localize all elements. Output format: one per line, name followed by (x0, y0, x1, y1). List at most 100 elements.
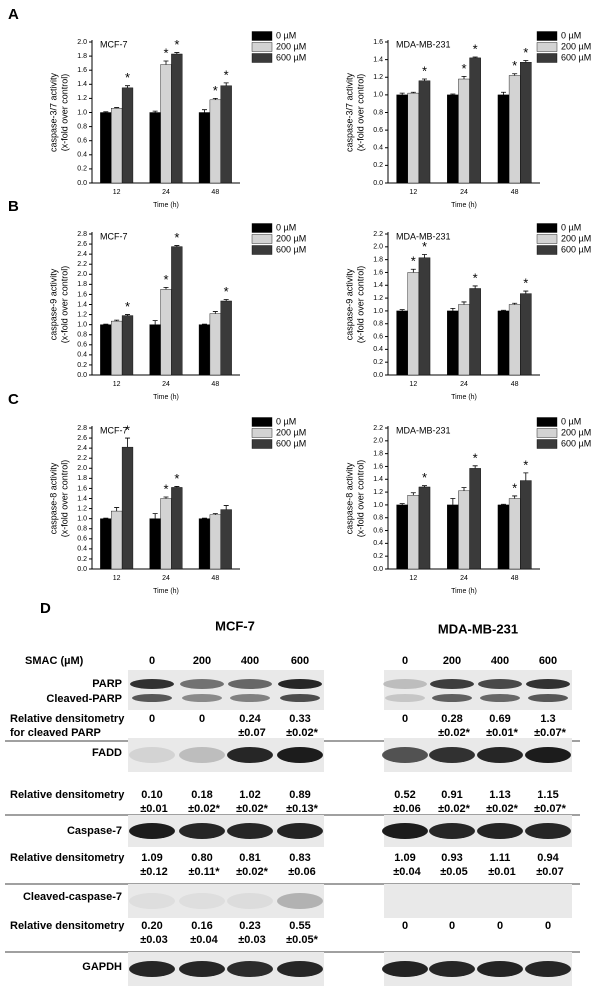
legend-label: 600 µM (276, 52, 306, 62)
densitometry-mean: 0.16 (191, 920, 212, 932)
error-bar (450, 307, 456, 311)
legend-swatch (536, 42, 558, 52)
blot-band (227, 961, 273, 977)
y-tick-label: 1.0 (373, 308, 383, 315)
densitometry-sd: ±0.02* (188, 803, 220, 815)
error-bar (523, 290, 529, 294)
error-bar (152, 320, 158, 325)
blot-band (478, 679, 522, 689)
densitometry-mean: 1.13 (489, 789, 510, 801)
x-tick-label: 12 (409, 381, 417, 388)
error-bar (399, 309, 405, 311)
error-bar (421, 254, 427, 258)
bar (100, 324, 112, 376)
y-tick-label: 0.4 (77, 152, 87, 159)
densitometry-mean: 0.33 (289, 713, 310, 725)
error-bar (125, 314, 131, 316)
y-tick-label: 0.4 (77, 352, 87, 359)
significance-mark: * (422, 239, 427, 254)
bar (149, 112, 161, 184)
y-axis-label: (x-fold over control) (59, 266, 69, 344)
legend-swatch (251, 417, 273, 427)
significance-mark: * (523, 45, 528, 60)
y-tick-label: 0.2 (373, 162, 383, 169)
blot-band (278, 679, 322, 689)
blot-band (525, 961, 571, 977)
densitometry-label: for cleaved PARP (10, 727, 101, 739)
densitometry-mean: 0.89 (289, 789, 310, 801)
legend-swatch (536, 439, 558, 449)
error-bar (201, 109, 207, 113)
significance-mark: * (224, 67, 229, 82)
bar (171, 53, 183, 184)
x-axis-label: Time (h) (153, 588, 179, 595)
densitometry-mean: 0 (149, 713, 155, 725)
error-bar (174, 52, 180, 54)
protein-label: Cleaved-PARP (46, 693, 122, 705)
densitometry-mean: 0.23 (239, 920, 260, 932)
x-tick-label: 48 (211, 575, 219, 582)
y-tick-label: 1.2 (77, 95, 87, 102)
y-tick-label: 1.2 (77, 311, 87, 318)
bar (407, 92, 420, 184)
blot-band (129, 893, 175, 909)
bar (198, 518, 211, 570)
densitometry-sd: ±0.07 (536, 866, 563, 878)
concentration: 0 (149, 655, 155, 667)
bar (220, 85, 232, 184)
error-bar (163, 60, 169, 65)
y-tick-label: 0.8 (373, 515, 383, 522)
error-bar (223, 505, 229, 510)
significance-mark: * (125, 423, 130, 438)
bar (111, 320, 123, 376)
y-tick-label: 1.4 (77, 81, 87, 88)
blot-band (277, 893, 323, 909)
bar (198, 112, 211, 184)
blot-band (477, 823, 523, 839)
error-bar (461, 75, 467, 80)
error-bar (461, 487, 467, 491)
protein-label: FADD (92, 747, 122, 759)
bar (198, 324, 211, 376)
blot-band (277, 961, 323, 977)
legend-label: 0 µM (276, 222, 296, 232)
legend-swatch (251, 42, 273, 52)
bar (121, 315, 134, 376)
significance-mark: * (461, 61, 466, 76)
densitometry-label: Relative densitometry (10, 713, 125, 725)
bar (458, 304, 470, 376)
y-tick-label: 0.6 (373, 527, 383, 534)
y-tick-label: 0.4 (373, 145, 383, 152)
error-bar (472, 465, 478, 469)
error-bar (174, 245, 180, 247)
blot-title: MDA-MB-231 (438, 621, 518, 636)
legend-swatch (251, 439, 273, 449)
y-tick-label: 2.8 (77, 231, 87, 238)
bar (497, 94, 510, 184)
blot-band (429, 961, 475, 977)
y-tick-label: 2.6 (77, 241, 87, 248)
blot-band (228, 679, 272, 689)
bar (458, 78, 470, 184)
y-tick-label: 1.6 (373, 39, 383, 46)
y-tick-label: 0.6 (373, 127, 383, 134)
legend-swatch (536, 223, 558, 233)
error-bar (523, 472, 529, 481)
y-tick-label: 2.2 (77, 261, 87, 268)
y-axis-label: caspase-3/7 activity (344, 72, 354, 152)
blot-band (528, 694, 568, 702)
y-tick-label: 0.6 (77, 138, 87, 145)
significance-mark: * (163, 45, 168, 60)
densitometry-mean: 0.55 (289, 920, 310, 932)
densitometry-label: Relative densitometry (10, 920, 125, 932)
concentration: 400 (491, 655, 509, 667)
error-bar (421, 78, 427, 81)
y-tick-label: 0.6 (77, 536, 87, 543)
bar (100, 112, 112, 184)
y-tick-label: 1.8 (373, 450, 383, 457)
densitometry-sd: ±0.01* (486, 727, 518, 739)
legend-swatch (251, 31, 273, 41)
y-tick-label: 0.4 (77, 546, 87, 553)
y-tick-label: 0.4 (373, 346, 383, 353)
densitometry-mean: 0.93 (441, 852, 462, 864)
